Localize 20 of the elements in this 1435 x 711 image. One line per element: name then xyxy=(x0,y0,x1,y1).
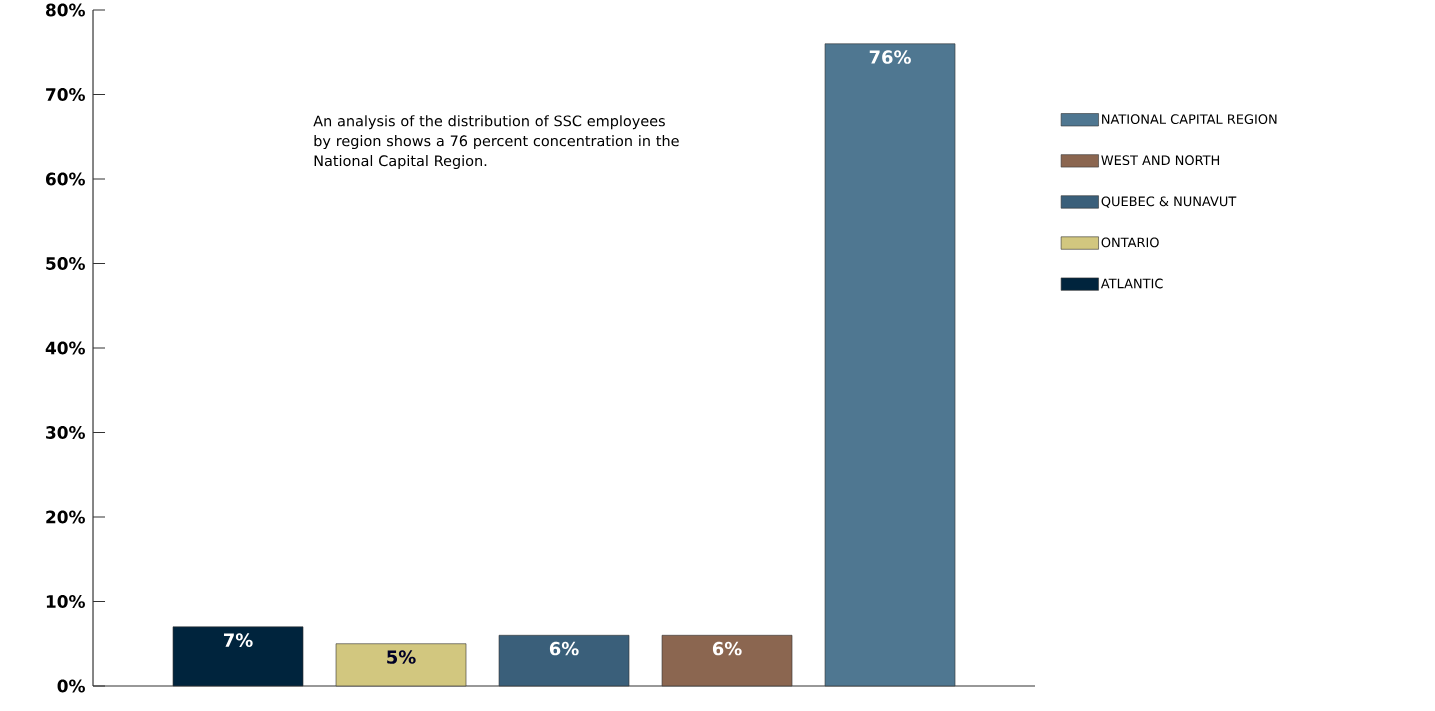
data-label: 5% xyxy=(387,650,416,664)
y-tick-label: 80% xyxy=(45,3,85,17)
data-label: 6% xyxy=(549,641,579,656)
legend-label: WEST AND NORTH xyxy=(1101,155,1220,166)
y-tick-label: 30% xyxy=(46,426,85,439)
legend-label: ONTARIO xyxy=(1101,237,1159,248)
y-tick-label: 20% xyxy=(46,510,85,524)
y-tick-label: 50% xyxy=(46,257,85,270)
legend-label: NATIONAL CAPITAL REGION xyxy=(1102,114,1277,125)
data-label: 76% xyxy=(869,50,911,64)
y-tick-label: 40% xyxy=(45,341,85,355)
data-label: 6% xyxy=(712,641,742,656)
y-tick-label: 0% xyxy=(57,679,85,693)
data-label: 7% xyxy=(224,633,253,647)
y-tick-label: 70% xyxy=(46,88,85,101)
legend-label: ATLANTIC xyxy=(1100,278,1163,289)
legend-label: QUEBEC & NUNAVUT xyxy=(1101,196,1237,208)
y-tick-label: 60% xyxy=(46,172,85,186)
y-tick-label: 10% xyxy=(46,595,85,608)
annotation: An analysis of the distribution of SSC employees by region shows a 76 percent concentration in the National Capital Region. xyxy=(313,115,679,170)
